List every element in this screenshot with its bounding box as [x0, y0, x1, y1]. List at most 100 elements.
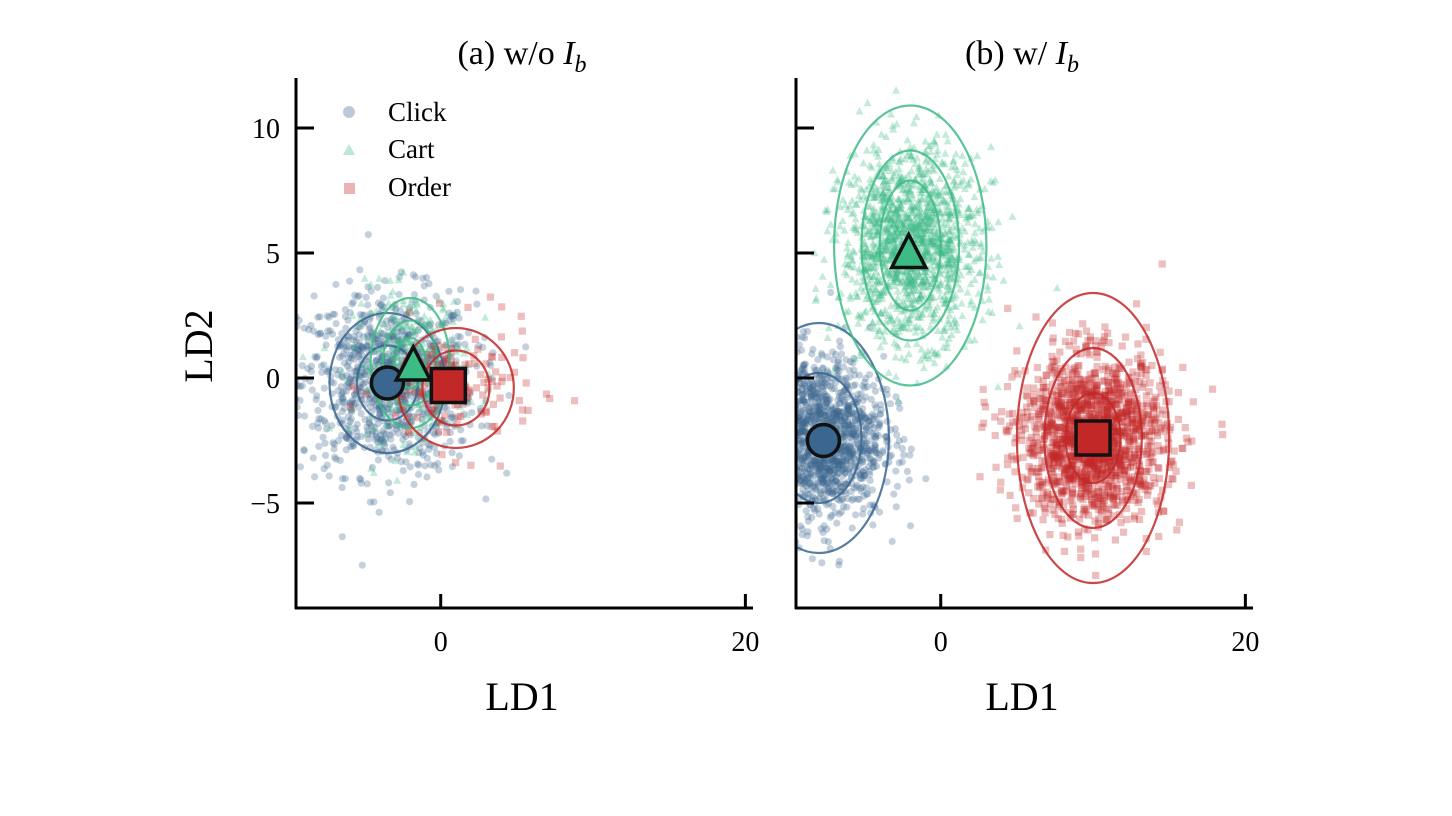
- cart-point: [943, 339, 952, 347]
- cart-point: [406, 306, 415, 314]
- click-point: [819, 473, 827, 481]
- cart-point: [367, 412, 376, 421]
- click-point: [764, 476, 771, 483]
- order-point: [1047, 419, 1055, 427]
- click-point: [835, 393, 844, 401]
- click-point: [814, 398, 822, 406]
- order-point: [524, 406, 532, 414]
- click-point: [750, 488, 757, 495]
- click-point: [447, 414, 455, 422]
- order-point: [1033, 433, 1041, 441]
- click-point: [385, 400, 394, 408]
- click-point: [819, 465, 827, 473]
- cart-point: [967, 296, 976, 305]
- click-point: [860, 471, 869, 480]
- click-point: [408, 298, 416, 306]
- click-point: [820, 475, 828, 483]
- cart-point: [407, 337, 416, 346]
- order-point: [1135, 456, 1143, 465]
- cart-point: [869, 251, 878, 260]
- order-point: [432, 401, 440, 409]
- click-point: [779, 464, 786, 471]
- click-point: [423, 273, 431, 282]
- cart-point: [409, 326, 418, 335]
- cart-point: [391, 396, 400, 405]
- click-point: [737, 472, 744, 479]
- click-point: [345, 358, 353, 366]
- cart-point: [908, 222, 917, 231]
- cart-point: [927, 219, 936, 228]
- click-point: [844, 410, 852, 418]
- click-point: [393, 328, 401, 336]
- cart-point: [873, 276, 882, 284]
- order-point: [1136, 426, 1144, 434]
- cart-point: [898, 228, 907, 237]
- cart-point: [891, 270, 900, 279]
- cart-point: [928, 236, 937, 244]
- cart-point: [927, 237, 935, 246]
- cart-point: [374, 439, 383, 448]
- click-point: [757, 429, 764, 436]
- cart-point: [886, 206, 895, 214]
- order-point: [498, 378, 506, 386]
- click-point: [775, 404, 782, 411]
- cart-point: [896, 154, 905, 162]
- order-point: [1026, 448, 1034, 457]
- click-point: [358, 371, 366, 379]
- click-point: [871, 447, 879, 455]
- cart-point: [940, 209, 949, 217]
- cart-point: [888, 156, 897, 164]
- order-point: [1013, 347, 1021, 355]
- cart-point: [375, 346, 384, 354]
- click-point: [769, 432, 776, 439]
- cart-point: [881, 225, 890, 233]
- click-point: [377, 333, 385, 342]
- cart-point: [879, 195, 888, 204]
- cart-point: [854, 312, 863, 320]
- cart-point: [943, 136, 952, 145]
- click-point: [341, 312, 350, 320]
- cart-point: [994, 382, 1002, 391]
- click-point: [759, 429, 766, 436]
- order-point: [1087, 402, 1095, 410]
- cart-point: [952, 302, 961, 310]
- cart-point: [943, 281, 952, 289]
- legend-cart-marker: [343, 144, 355, 155]
- order-point: [421, 382, 429, 390]
- click-point: [777, 454, 784, 461]
- click-point: [826, 467, 834, 475]
- order-point: [1053, 432, 1061, 440]
- click-point: [810, 416, 818, 424]
- click-point: [459, 437, 467, 445]
- cart-point: [953, 325, 962, 334]
- click-point: [457, 426, 465, 434]
- cart-point: [925, 158, 934, 166]
- click-point: [763, 395, 770, 402]
- click-point: [845, 373, 853, 381]
- click-point: [821, 486, 829, 494]
- cart-point: [951, 322, 959, 330]
- click-point: [836, 449, 844, 457]
- order-point: [1107, 398, 1115, 406]
- click-point: [836, 496, 844, 505]
- cart-point: [929, 316, 938, 324]
- cart-point: [884, 231, 893, 240]
- cart-point: [950, 302, 958, 310]
- click-point: [850, 455, 859, 463]
- click-point: [338, 373, 346, 381]
- click-point: [775, 435, 782, 442]
- click-point: [773, 502, 780, 509]
- cart-point: [934, 188, 943, 196]
- click-point: [797, 435, 805, 444]
- cart-point: [823, 205, 832, 213]
- cart-point: [938, 157, 947, 166]
- click-point: [797, 460, 805, 468]
- cart-point: [907, 181, 916, 190]
- click-point: [380, 303, 388, 311]
- click-point: [861, 384, 869, 392]
- click-point: [824, 538, 833, 546]
- cart-point: [921, 229, 930, 237]
- order-point: [1061, 337, 1070, 345]
- click-point: [812, 389, 820, 397]
- cart-point: [921, 246, 930, 255]
